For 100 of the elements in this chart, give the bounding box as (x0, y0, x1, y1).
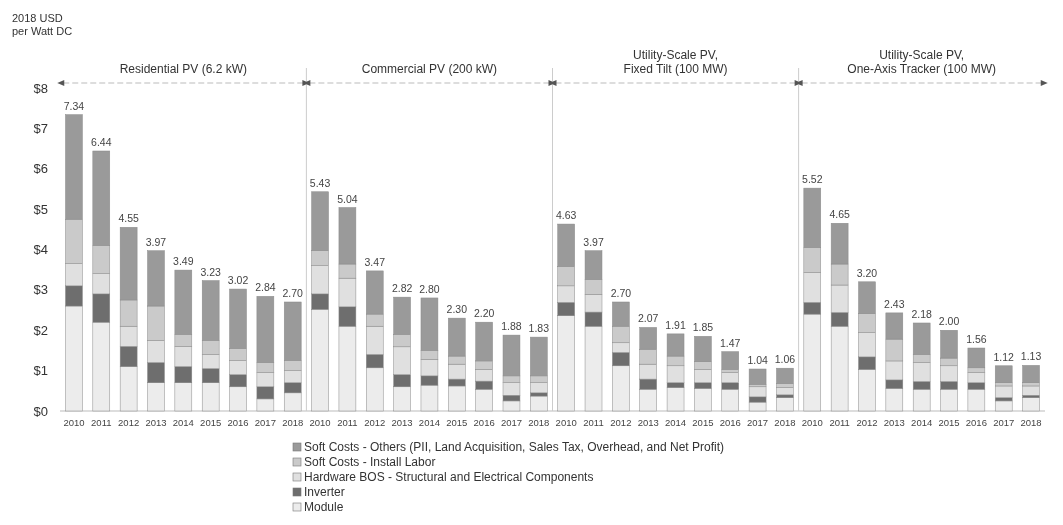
total-label: 3.49 (173, 255, 194, 268)
x-tick-label: 2014 (664, 417, 687, 428)
total-label: 2.84 (255, 281, 276, 294)
x-tick-label: 2013 (637, 417, 659, 428)
bar (1022, 397, 1040, 412)
x-tick-label: 2018 (774, 417, 796, 428)
total-label: 2.70 (610, 286, 632, 299)
total-label: 2.82 (391, 282, 413, 295)
bar (776, 397, 794, 412)
x-tick-label: 2016 (965, 417, 987, 428)
bar (967, 347, 986, 369)
total-label: 6.44 (91, 135, 112, 148)
bar (776, 387, 794, 396)
y-tick-label: $6 (33, 161, 48, 177)
total-label: 1.06 (774, 353, 796, 366)
total-label: 1.85 (692, 321, 714, 334)
bar (530, 395, 548, 412)
total-label: 3.47 (364, 255, 386, 268)
x-tick-label: 2014 (418, 417, 441, 428)
total-label: 1.88 (501, 320, 522, 333)
x-tick-label: 2014 (172, 417, 194, 428)
legend-label: Inverter (304, 485, 345, 499)
total-label: 2.20 (473, 307, 495, 320)
total-label: 1.56 (966, 333, 987, 346)
total-label: 3.97 (583, 235, 604, 248)
y-axis-title: 2018 USD per Watt DC (12, 12, 73, 37)
x-tick-label: 2012 (610, 417, 632, 428)
total-label: 1.83 (528, 322, 550, 335)
y-tick-label: $7 (33, 120, 48, 136)
total-label: 2.43 (884, 297, 905, 310)
total-label: 2.30 (446, 303, 468, 316)
total-label: 4.55 (118, 212, 140, 225)
total-label: 3.97 (145, 235, 167, 248)
x-tick-label: 2015 (200, 417, 222, 428)
x-tick-label: 2011 (583, 417, 604, 428)
x-tick-label: 2017 (500, 417, 523, 428)
x-tick-label: 2013 (391, 417, 413, 428)
legend-label: Module (304, 500, 344, 514)
total-label: 2.00 (938, 315, 960, 328)
legend-label: Soft Costs - Others (PII, Land Acquisition, Sales Tax, Overhead, and Net Profit) (304, 440, 724, 454)
x-tick-label: 2018 (282, 417, 304, 428)
total-label: 1.13 (1020, 350, 1042, 363)
legend-label: Soft Costs - Install Labor (304, 455, 436, 469)
total-label: 5.43 (309, 176, 331, 189)
x-tick-label: 2017 (254, 417, 276, 428)
x-tick-label: 2018 (1020, 417, 1042, 428)
total-label: 5.04 (337, 192, 358, 205)
bar (1022, 385, 1040, 396)
y-tick-label: $4 (33, 242, 48, 258)
total-label: 7.34 (63, 99, 85, 112)
total-label: 1.04 (747, 354, 768, 367)
x-tick-label: 2012 (118, 417, 140, 428)
y-tick-label: $2 (33, 322, 48, 338)
x-tick-label: 2012 (364, 417, 386, 428)
x-tick-label: 2011 (91, 417, 112, 428)
bar (748, 368, 767, 385)
bar (994, 400, 1013, 412)
x-tick-label: 2015 (938, 417, 960, 428)
bar (666, 387, 685, 412)
x-tick-label: 2012 (856, 417, 878, 428)
total-label: 2.70 (282, 286, 304, 299)
x-tick-label: 2014 (911, 417, 933, 428)
y-tick-label: $0 (33, 403, 48, 419)
x-tick-label: 2016 (473, 417, 495, 428)
total-label: 4.63 (555, 209, 577, 222)
total-label: 1.91 (665, 318, 686, 331)
bar (1022, 365, 1040, 383)
bar (502, 400, 521, 412)
x-tick-label: 2010 (63, 417, 85, 428)
y-tick-label: $3 (33, 282, 48, 298)
bar (721, 351, 739, 370)
x-tick-label: 2015 (692, 417, 714, 428)
total-label: 5.52 (802, 173, 823, 186)
x-tick-label: 2017 (993, 417, 1015, 428)
x-tick-label: 2011 (829, 417, 850, 428)
x-tick-label: 2013 (883, 417, 905, 428)
x-tick-label: 2016 (227, 417, 249, 428)
total-label: 3.20 (856, 266, 878, 279)
total-label: 2.80 (419, 282, 440, 295)
total-label: 1.12 (993, 350, 1015, 363)
y-tick-label: $5 (33, 201, 48, 217)
text: Residential PV (6.2 kW) (119, 62, 248, 76)
total-label: 2.07 (637, 312, 659, 325)
legend-label: Hardware BOS - Structural and Electrical Components (304, 470, 594, 484)
text: Commercial PV (200 kW) (361, 62, 498, 76)
y-tick-label: $1 (33, 363, 48, 379)
bar (994, 385, 1013, 398)
total-label: 3.02 (227, 274, 249, 287)
x-tick-label: 2017 (747, 417, 769, 428)
bar (748, 401, 767, 412)
x-tick-label: 2016 (719, 417, 741, 428)
text: Utility-Scale PV, One-Axis Tracker (100 MW) (847, 48, 997, 76)
x-tick-label: 2015 (446, 417, 468, 428)
x-tick-label: 2010 (309, 417, 331, 428)
y-tick-label: $8 (33, 80, 48, 96)
bar (776, 367, 794, 384)
x-tick-label: 2010 (801, 417, 823, 428)
total-label: 2.18 (911, 307, 933, 320)
x-tick-label: 2011 (337, 417, 358, 428)
total-label: 3.23 (200, 265, 222, 278)
